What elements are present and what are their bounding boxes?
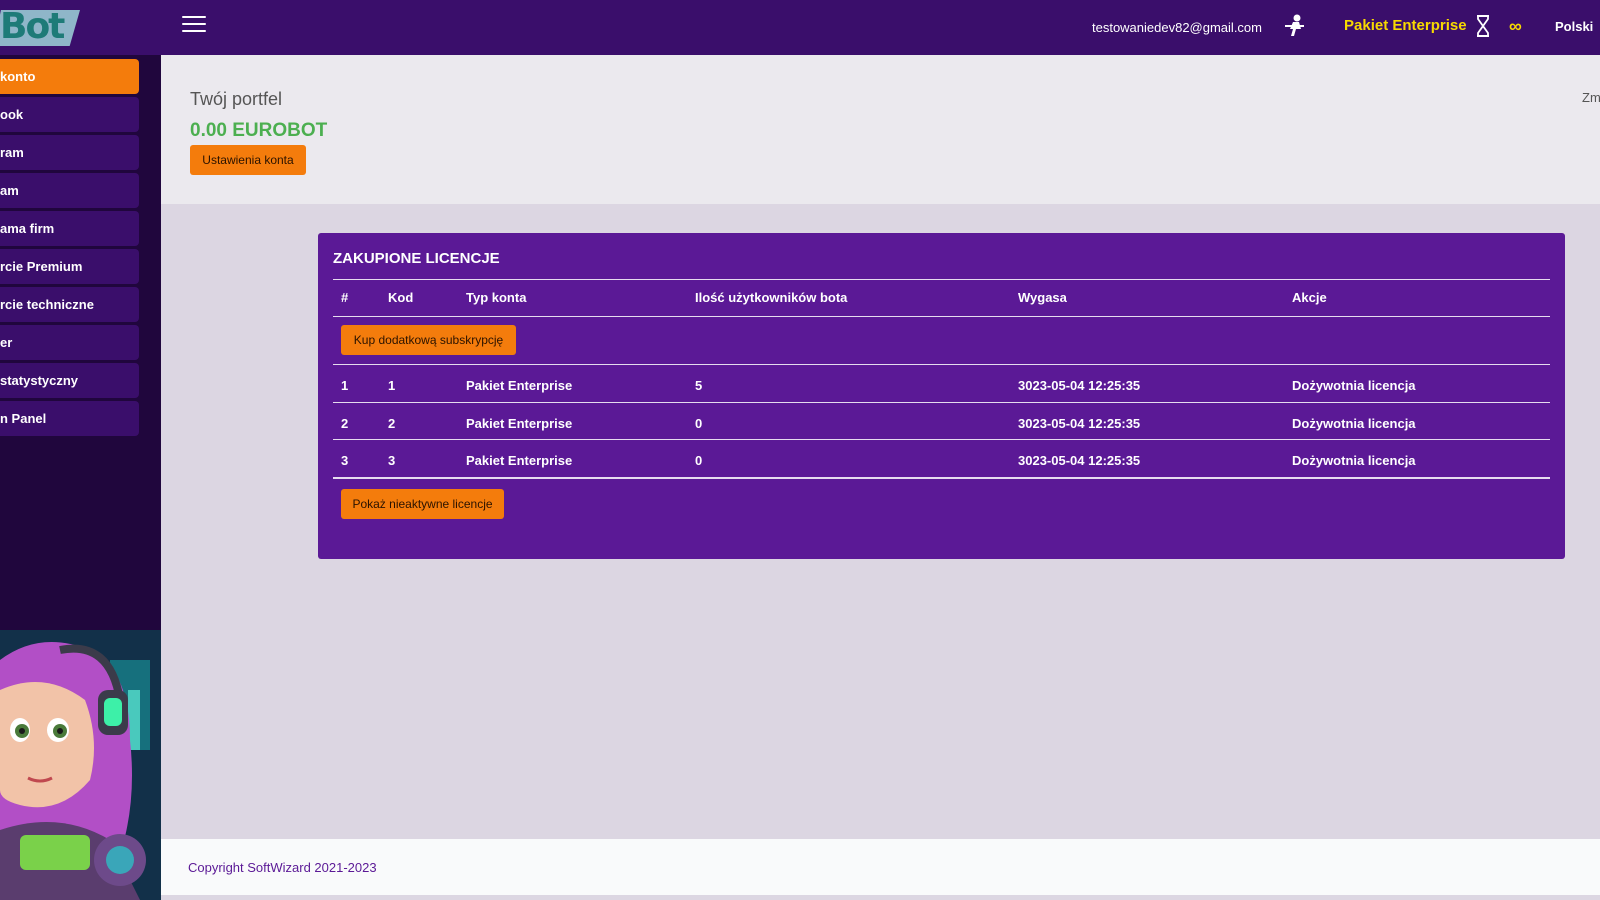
row-number: 2 — [341, 416, 349, 431]
sidebar-item-instagram[interactable]: ram — [0, 135, 139, 170]
row-action: Dożywotnia licencja — [1292, 416, 1416, 431]
buy-subscription-button[interactable]: Kup dodatkową subskrypcję — [341, 325, 516, 355]
logo-backdrop — [0, 10, 80, 46]
column-header-code: Kod — [388, 290, 414, 305]
wallet-title: Twój portfel — [190, 89, 283, 109]
row-code: 2 — [388, 416, 396, 431]
purchased-licenses-card: ZAKUPIONE LICENCJE # Kod Typ konta Ilość… — [318, 233, 1565, 559]
column-header-number: # — [341, 290, 349, 305]
package-label: Pakiet Enterprise — [1344, 17, 1467, 34]
change-link[interactable]: Zmi — [1582, 90, 1600, 105]
sidebar-item-partner[interactable]: er — [0, 325, 139, 360]
column-header-account-type: Typ konta — [466, 290, 527, 305]
row-number: 3 — [341, 453, 349, 468]
column-header-bot-users: Ilość użytkowników bota — [695, 290, 848, 305]
top-navbar: Bot testowaniedev82@gmail.com Pakiet Ent… — [0, 0, 1600, 55]
show-inactive-licenses-button[interactable]: Pokaż nieaktywne licencje — [341, 489, 504, 519]
divider — [333, 402, 1550, 403]
row-account-type: Pakiet Enterprise — [466, 378, 573, 393]
sidebar-item-company-ads[interactable]: ama firm — [0, 211, 139, 246]
logo[interactable]: Bot — [0, 6, 82, 46]
row-bot-users: 0 — [695, 416, 703, 431]
sidebar-item-telegram[interactable]: am — [0, 173, 139, 208]
row-action: Dożywotnia licencja — [1292, 378, 1416, 393]
divider — [333, 477, 1550, 479]
row-account-type: Pakiet Enterprise — [466, 416, 573, 431]
mascot-illustration — [0, 630, 161, 900]
row-bot-users: 0 — [695, 453, 703, 468]
divider — [333, 279, 1550, 280]
card-title: ZAKUPIONE LICENCJE — [333, 250, 500, 267]
sidebar-item-statistics[interactable]: statystyczny — [0, 363, 139, 398]
footer: Copyright SoftWizard 2021-2023 — [161, 839, 1600, 895]
menu-toggle-icon[interactable] — [182, 16, 206, 34]
wallet-section: Twój portfel 0.00 EUROBOT Ustawienia kon… — [161, 55, 1600, 204]
sidebar-item-premium-support[interactable]: rcie Premium — [0, 249, 139, 284]
divider — [333, 364, 1550, 365]
copyright-text: Copyright SoftWizard 2021-2023 — [188, 860, 377, 875]
wallet-balance: 0.00 EUROBOT — [190, 120, 328, 141]
hourglass-icon — [1477, 15, 1489, 37]
column-header-expires: Wygasa — [1018, 290, 1067, 305]
sidebar-item-admin-panel[interactable]: n Panel — [0, 401, 139, 436]
row-expires: 3023-05-04 12:25:35 — [1018, 378, 1141, 393]
user-avatar-icon[interactable] — [1282, 13, 1308, 39]
row-expires: 3023-05-04 12:25:35 — [1018, 416, 1141, 431]
row-account-type: Pakiet Enterprise — [466, 453, 573, 468]
user-email: testowaniedev82@gmail.com — [1091, 20, 1262, 35]
row-expires: 3023-05-04 12:25:35 — [1018, 453, 1141, 468]
sidebar-item-facebook[interactable]: ook — [0, 97, 139, 132]
sidebar-item-technical-support[interactable]: rcie techniczne — [0, 287, 139, 322]
row-code: 1 — [388, 378, 396, 393]
divider — [333, 316, 1550, 317]
row-number: 1 — [341, 378, 349, 393]
row-action: Dożywotnia licencja — [1292, 453, 1416, 468]
sidebar-item-account[interactable]: konto — [0, 59, 139, 94]
divider — [333, 439, 1550, 440]
column-header-actions: Akcje — [1292, 290, 1327, 305]
language-selector[interactable]: Polski — [1555, 19, 1594, 34]
account-settings-button[interactable]: Ustawienia konta — [190, 145, 306, 175]
infinity-icon: ∞ — [1509, 16, 1522, 36]
row-code: 3 — [388, 453, 396, 468]
row-bot-users: 5 — [695, 378, 703, 393]
sidebar: konto ook ram am ama firm rcie Premium r… — [0, 55, 161, 900]
logo-text: Bot — [0, 6, 65, 46]
